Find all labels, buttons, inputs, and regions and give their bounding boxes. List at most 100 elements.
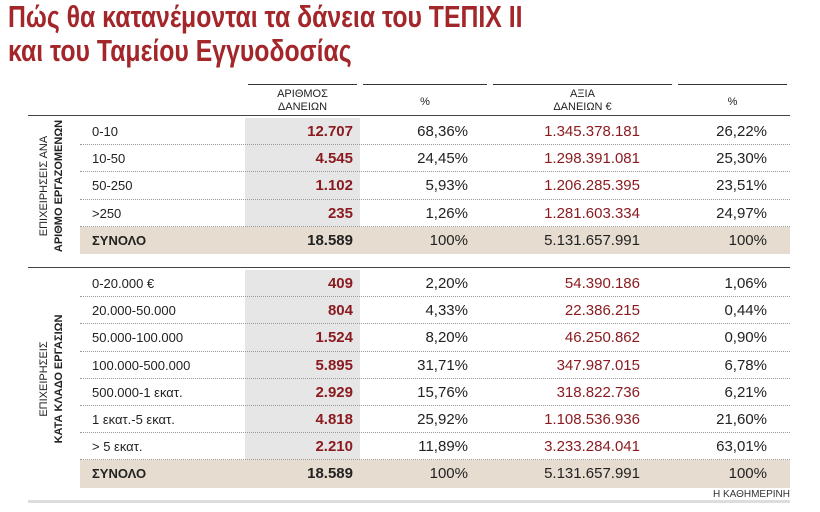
title: και του Ταμείου Εγγυοδοσίας [8, 33, 352, 68]
row-rule [80, 198, 790, 200]
cell: 46.250.862 [564, 329, 640, 347]
cell: 1.298.391.081 [544, 150, 640, 168]
cell: 8,20% [425, 329, 468, 347]
cell: 4,33% [425, 302, 468, 320]
footer-rule [28, 500, 790, 503]
row-rule [80, 432, 790, 434]
cell: 1 εκατ.-5 εκατ. [92, 412, 175, 427]
cell: 0-10 [92, 124, 119, 139]
cell: 50-250 [92, 178, 133, 194]
side-label: ΚΑΤΑ ΚΛΑΔΟ ΕΡΓΑΣΙΩΝ [53, 314, 65, 444]
cell: 5,93% [425, 177, 468, 195]
header-label: ΔΑΝΕΙΩΝ [277, 101, 328, 113]
cell: 2.210 [315, 438, 353, 456]
row-rule [80, 405, 790, 406]
header-rule [363, 84, 487, 85]
header-rule [678, 84, 787, 85]
column-shade [245, 118, 360, 227]
total-cell: 5.131.657.991 [544, 231, 640, 249]
cell: 25,92% [417, 411, 468, 428]
title: Πώς θα κατανέμονται τα δάνεια του ΤΕΠΙΧ … [8, 0, 523, 34]
cell: 5.895 [315, 356, 353, 374]
row-rule [80, 459, 790, 461]
cell: 11,89% [418, 438, 468, 456]
cell: 318.822.736 [556, 383, 640, 401]
side-label: ΑΡΙΘΜΟ ΕΡΓΑΖΟΜΕΝΩΝ [53, 119, 65, 253]
total-row-bg [80, 226, 790, 254]
side-label-box: ΕΠΙΧΕΙΡΗΣΕΙΣ ΑΝΑ ΑΡΙΘΜΟ ΕΡΓΑΖΟΜΕΝΩΝ [37, 118, 69, 254]
cell: 31,71% [417, 356, 468, 374]
side-label: ΕΠΙΧΕΙΡΗΣΕΙΣ ΑΝΑ [38, 135, 50, 237]
header-rule [493, 84, 672, 85]
header-label: ΔΑΝΕΙΩΝ € [553, 101, 612, 113]
cell: 0,44% [724, 302, 767, 320]
cell: 24,97% [716, 204, 767, 222]
cell: 1.108.536.936 [544, 411, 640, 428]
cell: 20.000-50.000 [92, 303, 176, 319]
cell: 2.929 [315, 383, 353, 401]
cell: 68,36% [417, 123, 468, 140]
cell: 4.818 [315, 411, 353, 428]
cell: 15,76% [417, 383, 468, 401]
cell: 0-20.000 € [92, 276, 155, 291]
side-label-box: ΕΠΙΧΕΙΡΗΣΕΙΣ ΚΑΤΑ ΚΛΑΔΟ ΕΡΓΑΣΙΩΝ [37, 270, 69, 488]
header-rule [248, 84, 357, 85]
cell: 804 [327, 302, 353, 320]
cell: 4.545 [315, 150, 353, 168]
cell: 235 [327, 204, 353, 222]
cell: 21,60% [716, 411, 767, 428]
cell: 1.102 [315, 177, 353, 195]
cell: 1.206.285.395 [544, 177, 640, 195]
header-label: ΑΡΙΘΜΟΣ [277, 88, 328, 100]
row-rule [80, 171, 790, 173]
cell: 1.281.603.334 [544, 204, 640, 222]
cell: 50.000-100.000 [92, 330, 184, 346]
cell: > 5 εκατ. [92, 439, 143, 455]
header-label: ΑΞΙΑ [570, 88, 595, 100]
cell: 25,30% [716, 150, 767, 168]
row-rule [80, 144, 790, 146]
cell: 409 [327, 275, 353, 292]
header-label: % [727, 96, 738, 108]
total-cell: 18.589 [307, 465, 353, 483]
total-cell: 100% [728, 465, 767, 483]
column-shade [245, 270, 360, 461]
cell: 2,20% [425, 275, 468, 292]
total-cell: 100% [429, 465, 468, 483]
source: Η ΚΑΘΗΜΕΡΙΝΗ [712, 489, 790, 500]
total-cell: 18.589 [307, 231, 353, 249]
cell: 3.233.284.041 [544, 438, 640, 456]
total-cell: ΣΥΝΟΛΟ [92, 466, 147, 482]
header-label: % [420, 96, 430, 108]
cell: 1.524 [315, 329, 353, 347]
row-rule [80, 225, 790, 227]
cell: 500.000-1 εκατ. [92, 384, 183, 400]
cell: 26,22% [716, 123, 767, 140]
cell: 6,21% [724, 383, 767, 401]
section-rule [28, 115, 790, 116]
cell: 1,06% [724, 275, 767, 292]
cell: 23,51% [716, 177, 767, 195]
cell: >250 [92, 205, 122, 221]
cell: 54.390.186 [564, 275, 640, 292]
total-cell: 100% [429, 231, 468, 249]
cell: 1,26% [425, 204, 468, 222]
cell: 1.345.378.181 [544, 123, 640, 140]
cell: 22.386.215 [564, 302, 640, 320]
cell: 12.707 [307, 123, 353, 140]
row-rule [80, 296, 790, 298]
section-rule [28, 267, 790, 268]
total-cell: 100% [728, 231, 767, 249]
row-rule [80, 377, 790, 379]
side-label: ΕΠΙΧΕΙΡΗΣΕΙΣ [38, 341, 50, 417]
cell: 24,45% [417, 150, 468, 168]
cell: 63,01% [716, 438, 767, 456]
total-cell: ΣΥΝΟΛΟ [92, 232, 147, 248]
cell: 10-50 [92, 151, 126, 167]
row-rule [80, 350, 790, 352]
cell: 347.987.015 [556, 356, 640, 374]
total-cell: 5.131.657.991 [544, 465, 640, 483]
cell: 6,78% [724, 356, 767, 374]
total-row-bg [80, 460, 790, 488]
